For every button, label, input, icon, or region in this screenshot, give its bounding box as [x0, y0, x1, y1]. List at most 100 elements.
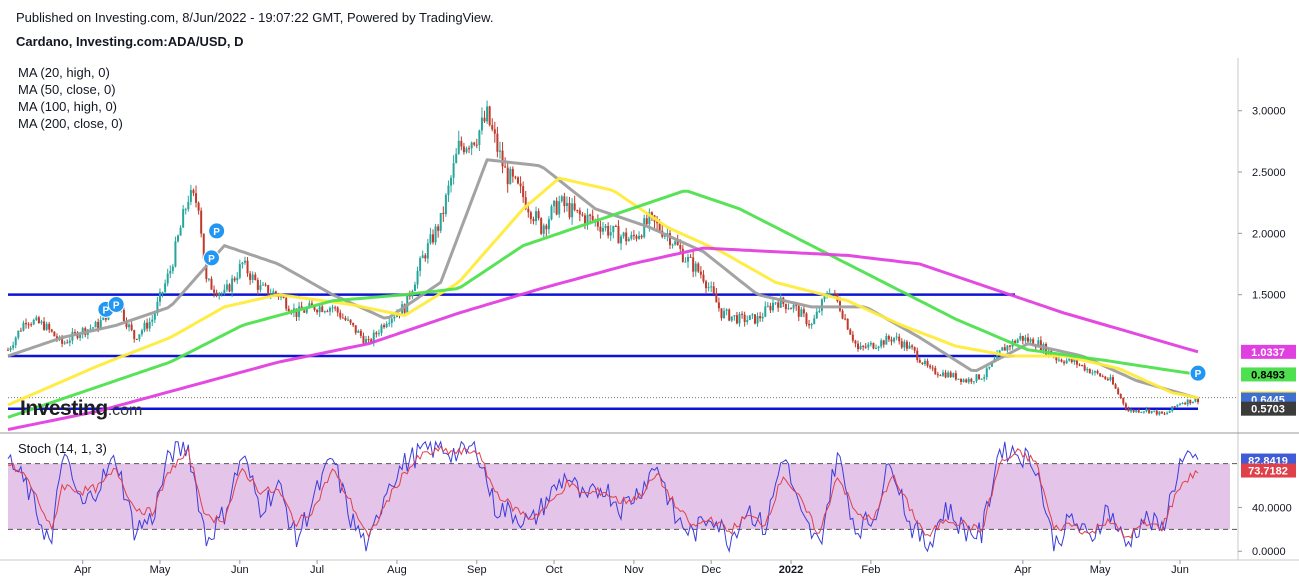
pivot-marker: P	[107, 295, 125, 313]
candle-body	[859, 345, 862, 350]
price-label-box	[1241, 344, 1296, 359]
candle-body	[599, 226, 602, 232]
price-tick-label: 3.0000	[1252, 106, 1286, 118]
candle-body	[336, 307, 339, 313]
candle-body	[795, 304, 798, 306]
candle-body	[761, 316, 764, 319]
candle-body	[262, 284, 264, 286]
candle-body	[893, 337, 896, 342]
candle-body	[710, 286, 713, 288]
candle-body	[926, 360, 929, 366]
candle-body	[202, 233, 205, 259]
candle-body	[522, 186, 525, 198]
candle-body	[1024, 337, 1027, 341]
candle-body	[828, 293, 831, 296]
candle-body	[864, 346, 867, 348]
candle-body	[630, 235, 633, 239]
candle-body	[73, 332, 76, 334]
candle-body	[952, 373, 955, 377]
candle-body	[305, 308, 308, 313]
candle-body	[365, 339, 368, 344]
candle-body	[583, 215, 586, 225]
candle-body	[681, 248, 684, 262]
candle-body	[357, 330, 360, 333]
candle-body	[318, 306, 321, 313]
candle-body	[321, 306, 324, 312]
candle-body	[455, 153, 458, 164]
candle-body	[370, 339, 373, 343]
stoch-legend[interactable]: Stoch (14, 1, 3)	[18, 441, 107, 456]
candle-body	[694, 263, 697, 272]
candle-body	[14, 337, 17, 346]
candle-body	[882, 340, 885, 345]
candle-body	[1008, 345, 1011, 347]
candle-body	[875, 347, 878, 349]
candle-body	[648, 212, 651, 225]
candle-body	[717, 302, 720, 309]
pivot-marker-dot	[202, 249, 220, 267]
candle-body	[25, 322, 28, 325]
candle-body	[267, 285, 270, 295]
candle-body	[1117, 388, 1120, 394]
candle-body	[936, 374, 939, 376]
candle-body	[241, 262, 244, 265]
candle-body	[27, 324, 30, 326]
candle-body	[586, 214, 589, 225]
candle-body	[1096, 371, 1099, 374]
candle-body	[1021, 335, 1024, 341]
candle-body	[285, 297, 288, 309]
candle-body	[511, 168, 514, 177]
pivot-marker-label: P	[213, 227, 220, 238]
candle-body	[419, 258, 422, 271]
candle-body	[32, 319, 35, 325]
candle-body	[565, 202, 568, 207]
candle-body	[707, 287, 710, 289]
candle-body	[1104, 376, 1107, 379]
candle-body	[79, 334, 82, 339]
candle-body	[192, 190, 195, 194]
legend-ma20[interactable]: MA (20, high, 0)	[18, 65, 110, 80]
candle-body	[617, 226, 620, 244]
candle-body	[1027, 337, 1029, 342]
price-label: 0.8493	[1241, 367, 1296, 382]
candle-body	[978, 374, 981, 380]
candle-body	[316, 309, 319, 313]
candle-body	[563, 196, 566, 207]
candle-body	[177, 235, 179, 242]
candle-body	[377, 333, 380, 335]
candle-body	[99, 320, 102, 330]
candle-body	[125, 320, 128, 328]
candle-body	[527, 208, 530, 213]
candle-body	[743, 314, 746, 322]
candle-body	[475, 144, 478, 146]
candle-body	[1083, 365, 1086, 371]
time-tick-label: Apr	[1014, 564, 1031, 576]
candle-body	[1057, 359, 1060, 361]
candle-body	[1142, 411, 1145, 413]
candle-body	[612, 225, 615, 233]
candle-body	[947, 372, 950, 378]
pivot-marker-dot	[1189, 364, 1207, 382]
candle-body	[313, 305, 316, 310]
legend-ma100[interactable]: MA (100, high, 0)	[18, 99, 117, 114]
candle-body	[182, 209, 185, 228]
candle-body	[537, 211, 540, 219]
candle-body	[424, 255, 427, 259]
candle-body	[784, 303, 787, 310]
candle-body	[1132, 410, 1135, 412]
candle-body	[779, 297, 782, 308]
price-label: 0.5703	[1241, 401, 1296, 416]
candles	[7, 100, 1199, 416]
candle-body	[45, 323, 48, 330]
candle-body	[1093, 371, 1096, 373]
price-tick-label: 2.5000	[1252, 167, 1286, 179]
candle-body	[1173, 406, 1176, 408]
instrument-title: Cardano, Investing.com:ADA/USD, D	[16, 34, 244, 49]
candle-body	[591, 215, 594, 221]
candle-body	[1065, 360, 1068, 364]
candle-body	[354, 325, 357, 333]
legend-ma50[interactable]: MA (50, close, 0)	[18, 82, 116, 97]
legend-ma200[interactable]: MA (200, close, 0)	[18, 116, 123, 131]
candle-body	[1019, 335, 1022, 340]
